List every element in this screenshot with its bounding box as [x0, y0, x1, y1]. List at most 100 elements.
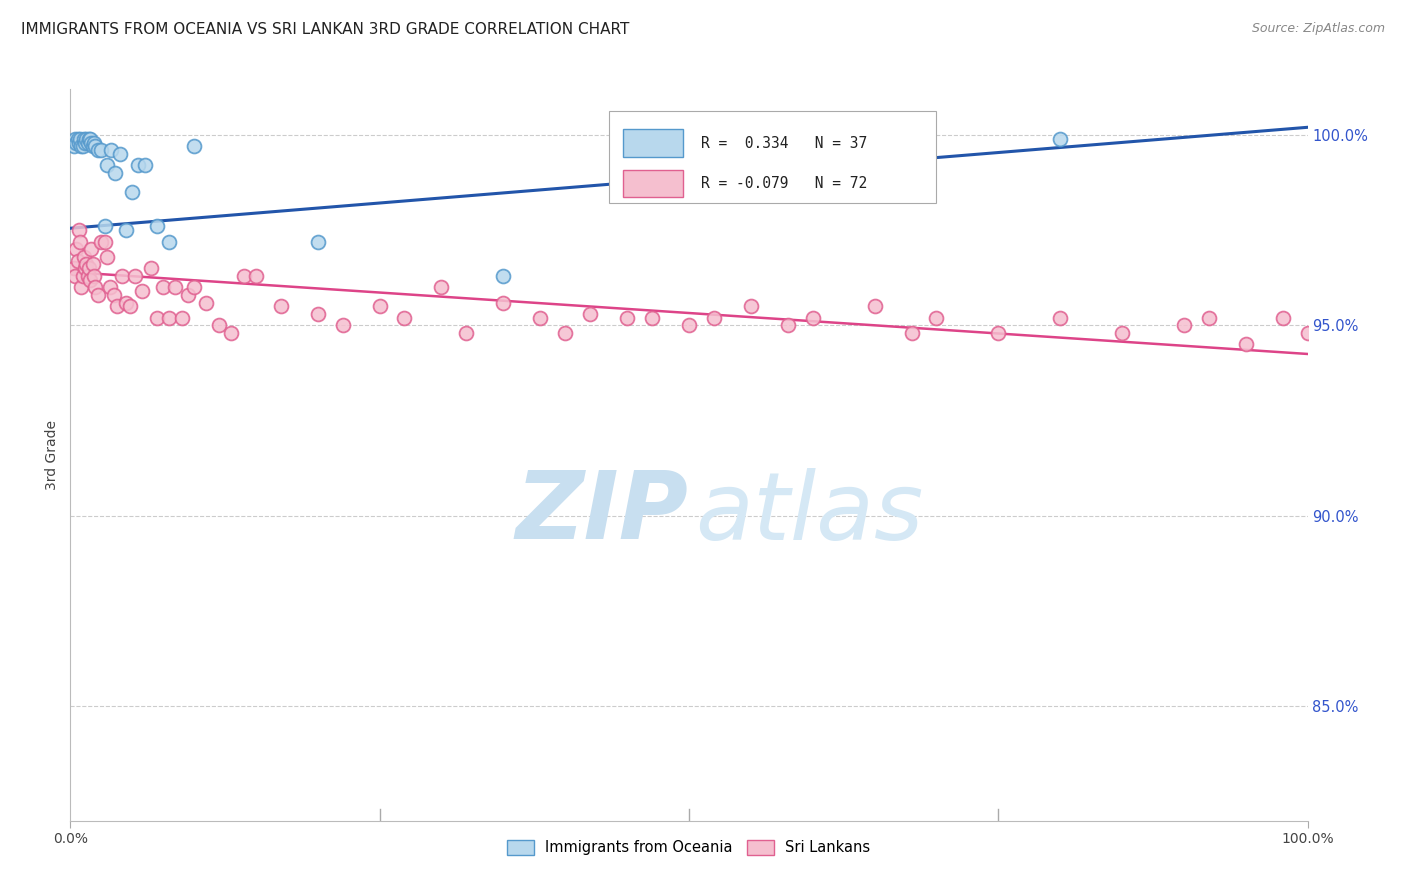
Point — [96, 250, 118, 264]
Point — [394, 310, 416, 325]
Point — [157, 310, 180, 325]
Point — [165, 280, 187, 294]
Point — [678, 318, 700, 333]
Point — [94, 235, 117, 249]
Point — [82, 257, 104, 271]
Point — [368, 299, 391, 313]
Point — [77, 261, 100, 276]
Text: R = -0.079   N = 72: R = -0.079 N = 72 — [702, 176, 868, 191]
FancyBboxPatch shape — [609, 112, 936, 202]
Point — [554, 326, 576, 340]
Point — [332, 318, 354, 333]
Point — [79, 273, 101, 287]
Point — [863, 299, 886, 313]
Point — [121, 185, 143, 199]
Point — [616, 310, 638, 325]
Point — [183, 280, 205, 294]
Point — [76, 268, 98, 283]
Point — [801, 310, 824, 325]
Point — [987, 326, 1010, 340]
Point — [63, 139, 86, 153]
Point — [177, 288, 200, 302]
Point — [170, 310, 193, 325]
Point — [67, 223, 90, 237]
Point — [65, 136, 87, 150]
Point — [183, 139, 205, 153]
Point — [641, 310, 664, 325]
Point — [863, 136, 886, 150]
Point — [1198, 310, 1220, 325]
Point — [75, 132, 97, 146]
Point — [195, 295, 218, 310]
Point — [456, 326, 478, 340]
Point — [740, 132, 762, 146]
Point — [124, 268, 146, 283]
Point — [1111, 326, 1133, 340]
Point — [94, 219, 117, 234]
Point — [1296, 326, 1319, 340]
Text: Source: ZipAtlas.com: Source: ZipAtlas.com — [1251, 22, 1385, 36]
Point — [83, 268, 105, 283]
Point — [492, 295, 515, 310]
Point — [134, 158, 156, 172]
Text: atlas: atlas — [695, 468, 924, 559]
Point — [307, 307, 329, 321]
Point — [86, 288, 108, 302]
Point — [208, 318, 231, 333]
Point — [75, 261, 97, 276]
Point — [1271, 310, 1294, 325]
Point — [492, 268, 515, 283]
Point — [1234, 337, 1257, 351]
Point — [65, 242, 87, 256]
Point — [73, 250, 96, 264]
Point — [73, 132, 96, 146]
Point — [146, 310, 169, 325]
Point — [90, 143, 112, 157]
Point — [1049, 132, 1071, 146]
FancyBboxPatch shape — [623, 129, 683, 157]
Point — [232, 268, 254, 283]
Point — [579, 307, 602, 321]
Point — [245, 268, 267, 283]
Point — [80, 242, 103, 256]
Point — [69, 235, 91, 249]
Point — [75, 136, 97, 150]
FancyBboxPatch shape — [623, 169, 683, 197]
Point — [65, 268, 87, 283]
Point — [72, 268, 94, 283]
Point — [96, 158, 118, 172]
Point — [66, 253, 89, 268]
Point — [157, 235, 180, 249]
Point — [69, 132, 91, 146]
Point — [83, 136, 105, 150]
Point — [111, 268, 134, 283]
Point — [740, 299, 762, 313]
Point — [127, 158, 149, 172]
Point — [925, 310, 948, 325]
Point — [115, 223, 138, 237]
Point — [82, 139, 104, 153]
Text: ZIP: ZIP — [516, 467, 689, 559]
Point — [146, 219, 169, 234]
Point — [1049, 310, 1071, 325]
Point — [84, 139, 107, 153]
Point — [84, 280, 107, 294]
Point — [108, 147, 131, 161]
Point — [1173, 318, 1195, 333]
Point — [86, 143, 108, 157]
Point — [219, 326, 242, 340]
Point — [139, 261, 162, 276]
Point — [98, 280, 121, 294]
Point — [63, 261, 86, 276]
Point — [66, 132, 89, 146]
Point — [307, 235, 329, 249]
Point — [104, 166, 127, 180]
Point — [65, 132, 87, 146]
Legend: Immigrants from Oceania, Sri Lankans: Immigrants from Oceania, Sri Lankans — [502, 834, 876, 861]
Point — [80, 136, 103, 150]
Point — [75, 257, 97, 271]
Point — [100, 143, 122, 157]
Point — [270, 299, 292, 313]
Point — [103, 288, 125, 302]
Point — [77, 132, 100, 146]
